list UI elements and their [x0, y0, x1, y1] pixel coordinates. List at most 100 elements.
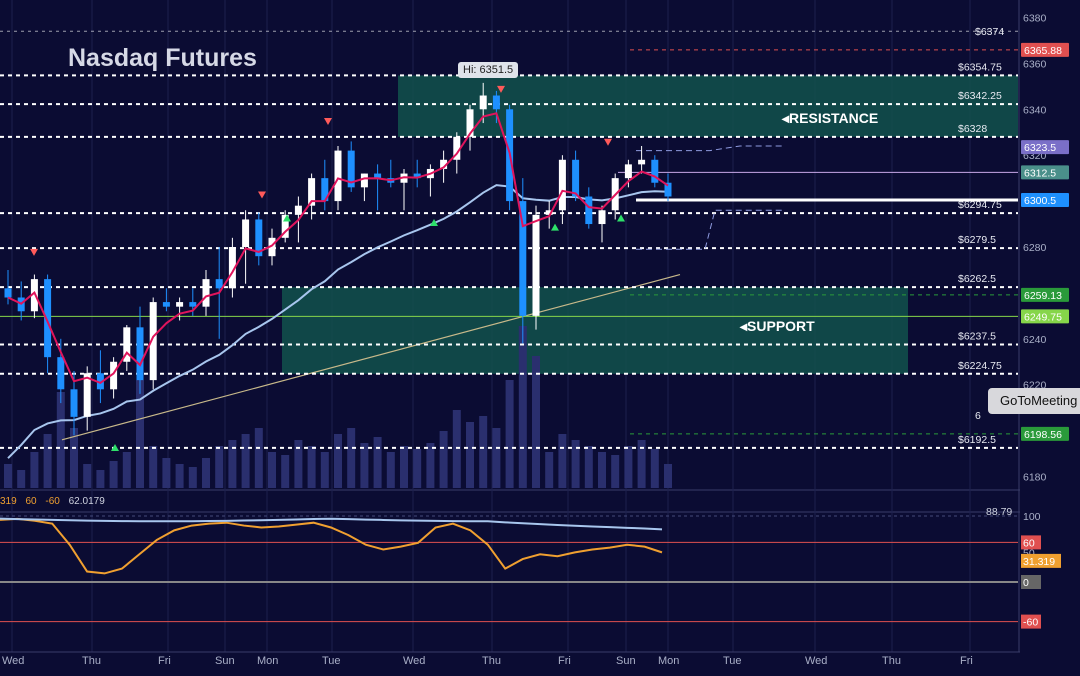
volume-bar: [545, 452, 554, 488]
volume-bar: [479, 416, 488, 488]
left-arrow-icon: ◂: [740, 318, 748, 334]
x-tick-label: Thu: [882, 655, 901, 667]
volume-bar: [334, 434, 342, 488]
volume-bar: [558, 434, 567, 488]
volume-bar: [426, 443, 435, 488]
candle-body: [308, 178, 316, 206]
buy-arrow-icon: [551, 223, 559, 231]
osc-value-2: 60: [25, 496, 37, 507]
sell-arrow-icon: [30, 248, 38, 256]
osc-badge: [1021, 614, 1041, 629]
level-label: $6342.25: [958, 90, 1002, 102]
volume-bar: [571, 440, 580, 488]
volume-bar: [4, 464, 12, 488]
candle-body: [519, 201, 527, 316]
osc-badge: [1021, 575, 1041, 589]
osc-badge: [1021, 553, 1061, 568]
resistance-label: ◂RESISTANCE: [782, 110, 878, 127]
volume-bar: [228, 440, 237, 488]
candle-body: [638, 159, 646, 165]
candle-body: [585, 196, 593, 225]
volume-bar: [637, 440, 646, 488]
x-tick-label: Fri: [158, 655, 171, 667]
oscillator-header: 319 60 -60 62.0179: [0, 496, 111, 507]
volume-bar: [439, 431, 448, 488]
candle-body: [664, 182, 672, 197]
level-label: $6192.5: [958, 434, 996, 446]
volume-bar: [373, 437, 382, 488]
candle-body: [624, 164, 632, 179]
volume-bar: [109, 461, 118, 488]
osc-axis-label: 88.79: [986, 506, 1012, 518]
x-tick-label: Wed: [403, 655, 425, 667]
volume-bar: [492, 428, 501, 488]
level-label: $6328: [958, 123, 987, 135]
y-tick-label: 6360: [1023, 58, 1047, 70]
oscillator-line: [0, 517, 663, 575]
price-badge-label: 6323.5: [1024, 142, 1056, 154]
candle-body: [545, 210, 553, 215]
candle-body: [4, 288, 12, 298]
volume-bar: [650, 449, 659, 488]
osc-axis-label: 0: [1023, 577, 1029, 589]
level-label: $6279.5: [958, 234, 996, 246]
x-tick-label: Tue: [322, 655, 341, 667]
volume-bar: [70, 428, 78, 488]
osc-value-4: 62.0179: [68, 496, 105, 507]
level-label: $6224.75: [958, 360, 1002, 372]
volume-bar: [307, 446, 316, 488]
y-tick-label: 6380: [1023, 12, 1047, 24]
x-tick-label: Mon: [658, 655, 679, 667]
candle-body: [162, 302, 170, 307]
candle-body: [466, 109, 474, 137]
volume-bar: [122, 452, 131, 488]
candle-body: [123, 327, 131, 362]
volume-bar: [188, 467, 197, 488]
support-text: SUPPORT: [747, 318, 815, 334]
y-tick-label: 6280: [1023, 242, 1047, 254]
candle-body: [255, 219, 263, 257]
osc-axis-label: 100: [1023, 511, 1041, 523]
candle-body: [572, 159, 580, 197]
candle-body: [374, 173, 382, 179]
buy-arrow-icon: [617, 214, 625, 222]
price-badge: [1021, 426, 1069, 441]
support-zone: [282, 287, 908, 374]
x-tick-label: Wed: [805, 655, 827, 667]
volume-bar: [598, 452, 606, 488]
volume-bar: [386, 452, 395, 488]
level-label: $6354.75: [958, 61, 1002, 73]
price-badge: [1021, 287, 1069, 302]
volume-bar: [347, 428, 356, 488]
volume-bar: [202, 458, 210, 488]
candle-body: [136, 327, 144, 381]
candle-body: [176, 302, 184, 307]
sell-arrow-icon: [604, 138, 612, 146]
gotomeeting-popup[interactable]: GoToMeeting: [988, 388, 1080, 414]
high-price-label: Hi: 6351.5: [458, 62, 519, 78]
resistance-text: RESISTANCE: [789, 110, 879, 126]
volume-bar: [518, 326, 527, 488]
volume-bar: [30, 452, 39, 488]
volume-bar: [611, 455, 620, 488]
volume-bar: [624, 446, 633, 488]
chart-title: Nasdaq Futures: [68, 44, 257, 72]
price-badge-label: 6300.5: [1024, 195, 1056, 207]
price-badge-label: 6259.13: [1024, 290, 1062, 302]
x-tick-label: Tue: [723, 655, 742, 667]
candle-body: [453, 136, 461, 160]
projection-line: [636, 209, 785, 250]
candle-body: [57, 357, 65, 390]
osc-axis-label: 60: [1023, 537, 1035, 549]
candle-body: [334, 150, 342, 202]
level-label: $6294.75: [958, 199, 1002, 211]
candle-body: [440, 159, 448, 169]
price-badge: [1021, 309, 1069, 324]
sell-arrow-icon: [497, 85, 505, 93]
x-tick-label: Sun: [215, 655, 235, 667]
candle-body: [360, 173, 368, 188]
candle-body: [651, 159, 659, 183]
price-badge-label: 6365.88: [1024, 45, 1062, 57]
candle-body: [44, 279, 52, 358]
level-label: $6262.5: [958, 273, 996, 285]
